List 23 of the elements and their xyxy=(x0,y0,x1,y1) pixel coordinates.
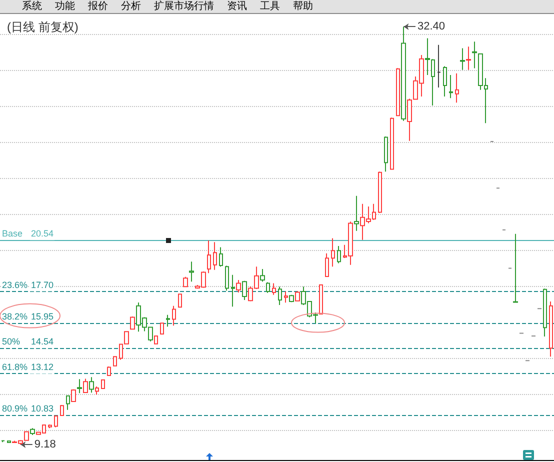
y-tick-label: 14.54 xyxy=(31,336,54,347)
text: 功能 xyxy=(55,1,75,13)
text: 系统 xyxy=(22,1,42,13)
annotation: 50% xyxy=(2,336,20,347)
annotation: 61.8% xyxy=(2,362,28,372)
y-tick-label: 13.12 xyxy=(31,362,54,372)
annotation: Base xyxy=(2,228,23,239)
text: 工具 xyxy=(260,1,280,13)
text: 报价 xyxy=(88,1,108,13)
annotation: 23.6% xyxy=(2,280,28,290)
annotation: 80.9% xyxy=(2,403,28,414)
y-tick-label: 15.95 xyxy=(31,311,54,322)
y-tick-label: 17.70 xyxy=(31,280,54,290)
chart-title: (日线 前复权) xyxy=(7,20,78,34)
y-tick-label: 20.54 xyxy=(31,228,54,239)
text: 帮助 xyxy=(293,1,313,13)
text: 32.40 xyxy=(418,20,446,33)
y-tick-label: 10.83 xyxy=(31,403,54,414)
text: 扩展市场行情 xyxy=(154,1,214,13)
text: 分析 xyxy=(121,1,141,13)
text: 资讯 xyxy=(227,1,247,13)
text: 9.18 xyxy=(34,438,56,451)
annotation: 38.2% xyxy=(2,311,28,322)
